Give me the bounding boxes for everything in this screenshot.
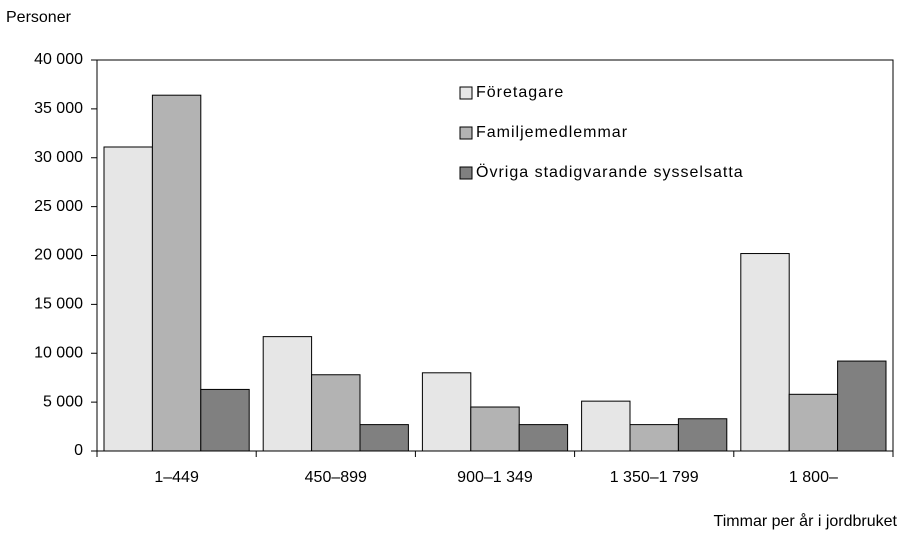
bar [103,146,153,452]
bar [581,400,631,452]
x-axis-title: Timmar per år i jordbruket [714,512,898,530]
y-tick-label: 35 000 [34,100,83,117]
bar [629,424,679,452]
y-tick-label: 20 000 [34,247,83,264]
y-tick-label: 5 000 [43,393,83,410]
bar [262,336,313,452]
y-tick-label: 40 000 [34,51,83,68]
y-axis-title: Personer [6,9,72,26]
bar [740,253,790,452]
bar [677,418,728,452]
legend-label: Övriga stadigvarande sysselsatta [476,163,744,181]
bar [788,393,839,452]
y-tick-label: 30 000 [34,149,83,166]
y-tick-label: 0 [74,442,83,459]
y-tick-label: 10 000 [34,344,83,361]
bar [359,424,409,452]
x-tick-label: 1 800– [789,469,838,486]
y-tick-label: 25 000 [34,198,83,215]
legend-swatch [459,86,473,100]
legend-swatch [459,166,473,180]
bar [470,406,520,452]
bar [311,374,361,452]
x-tick-label: 1 350–1 799 [610,469,699,486]
y-tick-label: 15 000 [34,296,83,313]
legend-label: Familjemedlemmar [476,124,628,141]
x-tick-label: 1–449 [154,469,199,486]
legend-label: Företagare [476,84,564,101]
bar [837,360,887,452]
x-tick-label: 450–899 [305,469,367,486]
x-tick-label: 900–1 349 [457,469,533,486]
bar [518,424,569,452]
legend-swatch [459,126,473,140]
bar [200,388,250,452]
bar [151,94,202,452]
bar [421,372,472,452]
